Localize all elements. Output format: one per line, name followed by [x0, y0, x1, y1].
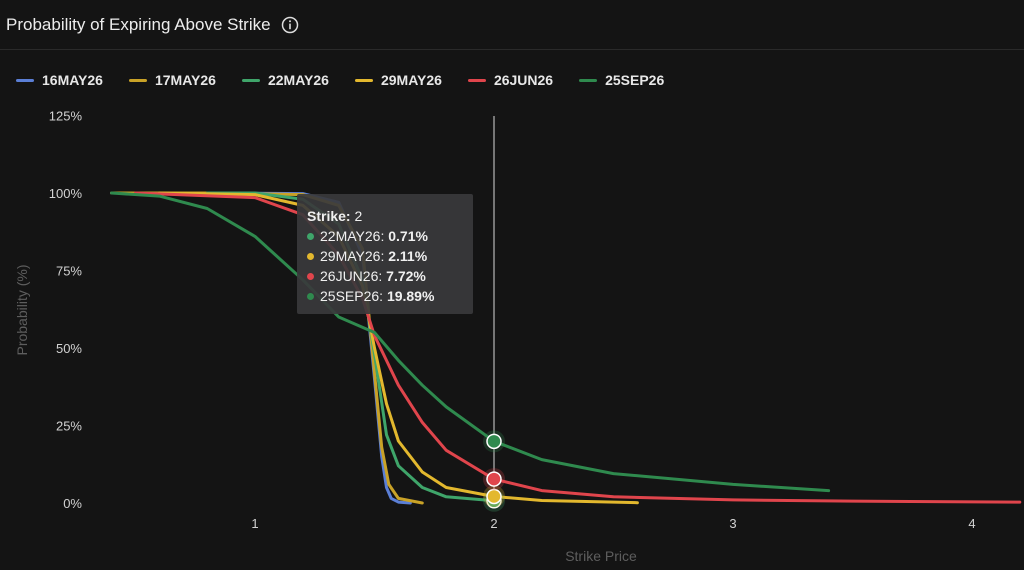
hover-point — [486, 488, 502, 505]
tooltip-series-name: 22MAY26: — [320, 228, 389, 244]
tooltip-series-value: 0.71% — [388, 228, 428, 244]
tooltip-series-value: 19.89% — [386, 288, 435, 304]
legend-item[interactable]: 25SEP26 — [579, 72, 664, 88]
chart-legend: 16MAY26 17MAY26 22MAY26 29MAY26 26JUN26 25SEP… — [16, 72, 664, 88]
legend-item[interactable]: 22MAY26 — [241, 72, 329, 88]
x-tick-label: 2 — [490, 516, 497, 531]
x-tick-label: 4 — [968, 516, 975, 531]
y-tick-label: 100% — [49, 186, 83, 201]
info-icon[interactable] — [281, 16, 299, 34]
y-tick-label: 0% — [63, 496, 82, 511]
legend-item[interactable]: 26JUN26 — [467, 72, 554, 88]
hover-tooltip: Strike: 2 22MAY26: 0.71% 29MAY26: 2.11% 26… — [297, 194, 473, 314]
hover-point — [486, 433, 502, 450]
series-line-25sep26 — [110, 191, 831, 493]
legend-label: 29MAY26 — [380, 72, 442, 88]
tooltip-series-value: 7.72% — [386, 268, 426, 284]
legend-item[interactable]: 16MAY26 — [16, 72, 103, 88]
legend-label: 26JUN26 — [493, 72, 554, 88]
legend-label: 22MAY26 — [267, 72, 329, 88]
tooltip-series-row: 26JUN26: 7.72% — [307, 266, 463, 286]
legend-item[interactable]: 29MAY26 — [354, 72, 442, 88]
chart-title: Probability of Expiring Above Strike — [6, 14, 271, 34]
legend-label: 25SEP26 — [605, 72, 665, 88]
x-tick-label: 1 — [251, 516, 258, 531]
legend-item[interactable]: 17MAY26 — [128, 72, 216, 88]
legend-swatch — [467, 78, 486, 82]
y-tick-label: 50% — [56, 341, 82, 356]
legend-swatch — [16, 78, 34, 82]
legend-swatch — [354, 78, 373, 82]
y-tick-label: 25% — [56, 419, 82, 434]
tooltip-series-name: 29MAY26: — [320, 248, 389, 264]
legend-swatch — [579, 78, 598, 82]
hover-point — [486, 471, 502, 487]
tooltip-strike-value: 2 — [354, 208, 363, 224]
y-axis-title: Probability (%) — [14, 264, 30, 355]
tooltip-series-row: 25SEP26: 19.89% — [307, 286, 463, 306]
series-line-26jun26 — [134, 191, 1022, 504]
legend-label: 17MAY26 — [154, 72, 216, 88]
tooltip-strike-label: Strike: — [307, 208, 351, 224]
tooltip-series-row: 22MAY26: 0.71% — [307, 226, 463, 246]
tooltip-series-value: 2.11% — [388, 248, 428, 264]
legend-swatch — [128, 78, 147, 82]
legend-label: 16MAY26 — [42, 72, 103, 88]
tooltip-series-name: 25SEP26: — [320, 288, 387, 304]
x-axis-title: Strike Price — [565, 548, 637, 564]
tooltip-strike-row: Strike: 2 — [307, 206, 463, 226]
y-tick-label: 125% — [49, 109, 83, 124]
tooltip-dot — [307, 292, 314, 300]
tooltip-dot — [307, 232, 314, 240]
tooltip-series-row: 29MAY26: 2.11% — [307, 246, 463, 266]
chart-header: Probability of Expiring Above Strike — [0, 0, 1024, 50]
x-tick-label: 3 — [729, 516, 736, 531]
y-tick-label: 75% — [56, 264, 82, 279]
tooltip-series-name: 26JUN26: — [320, 268, 387, 284]
legend-swatch — [241, 78, 260, 82]
tooltip-dot — [307, 272, 314, 280]
tooltip-dot — [307, 252, 314, 260]
